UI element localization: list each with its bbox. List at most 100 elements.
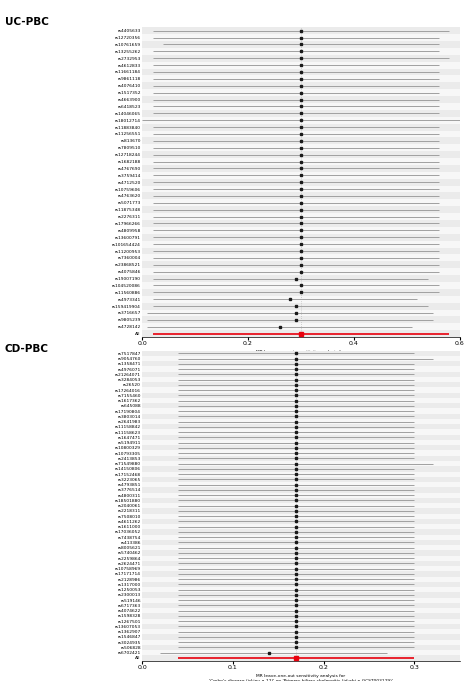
Bar: [142, 116, 460, 124]
Bar: [142, 82, 460, 89]
Bar: [142, 131, 460, 138]
Bar: [142, 434, 460, 440]
Bar: [142, 213, 460, 220]
Bar: [142, 227, 460, 234]
Bar: [142, 178, 460, 186]
Bar: [142, 255, 460, 262]
Bar: [142, 377, 460, 382]
Bar: [142, 323, 460, 330]
Bar: [142, 592, 460, 597]
Bar: [142, 398, 460, 403]
Bar: [142, 488, 460, 492]
Bar: [142, 645, 460, 650]
Bar: [142, 477, 460, 482]
Bar: [142, 524, 460, 529]
Bar: [142, 451, 460, 456]
Bar: [142, 54, 460, 62]
Bar: [142, 193, 460, 200]
Bar: [142, 366, 460, 372]
Bar: [142, 560, 460, 566]
Bar: [142, 317, 460, 323]
Bar: [142, 103, 460, 110]
Bar: [142, 200, 460, 206]
Bar: [142, 382, 460, 387]
Bar: [142, 456, 460, 461]
Bar: [142, 165, 460, 172]
Bar: [142, 124, 460, 131]
Bar: [142, 310, 460, 317]
Bar: [142, 566, 460, 571]
Bar: [142, 351, 460, 356]
Bar: [142, 372, 460, 377]
Bar: [142, 403, 460, 409]
X-axis label: MR leave-one-out sensitivity analysis for
'Crohn's disease (id:ieu-a-12)' on 'Pr: MR leave-one-out sensitivity analysis fo…: [209, 674, 393, 681]
Bar: [142, 330, 460, 337]
Bar: [142, 634, 460, 639]
Bar: [142, 597, 460, 603]
Bar: [142, 268, 460, 275]
Bar: [142, 138, 460, 144]
Bar: [142, 151, 460, 158]
Bar: [142, 144, 460, 151]
Text: UC-PBC: UC-PBC: [5, 17, 49, 27]
Bar: [142, 471, 460, 477]
Bar: [142, 603, 460, 608]
X-axis label: MR leave-one-out sensitivity analysis for
'Ulcerative colitis (id:ieu-a-972)' on: MR leave-one-out sensitivity analysis fo…: [207, 351, 395, 359]
Bar: [142, 430, 460, 434]
Bar: [142, 419, 460, 424]
Bar: [142, 650, 460, 655]
Bar: [142, 618, 460, 624]
Bar: [142, 482, 460, 488]
Bar: [142, 76, 460, 82]
Bar: [142, 519, 460, 524]
Bar: [142, 240, 460, 248]
Bar: [142, 582, 460, 587]
Bar: [142, 414, 460, 419]
Bar: [142, 89, 460, 96]
Bar: [142, 529, 460, 535]
Bar: [142, 550, 460, 556]
Bar: [142, 356, 460, 361]
Bar: [142, 282, 460, 289]
Bar: [142, 289, 460, 296]
Bar: [142, 409, 460, 414]
Bar: [142, 361, 460, 366]
Bar: [142, 513, 460, 519]
Bar: [142, 69, 460, 76]
Bar: [142, 302, 460, 310]
Bar: [142, 186, 460, 193]
Bar: [142, 296, 460, 302]
Bar: [142, 62, 460, 69]
Bar: [142, 387, 460, 393]
Bar: [142, 275, 460, 282]
Bar: [142, 220, 460, 227]
Bar: [142, 34, 460, 41]
Bar: [142, 608, 460, 614]
Bar: [142, 571, 460, 577]
Bar: [142, 445, 460, 451]
Bar: [142, 503, 460, 508]
Bar: [142, 262, 460, 268]
Bar: [142, 587, 460, 592]
Bar: [142, 466, 460, 471]
Bar: [142, 461, 460, 466]
Bar: [142, 27, 460, 34]
Bar: [142, 629, 460, 634]
Bar: [142, 172, 460, 178]
Bar: [142, 498, 460, 503]
Bar: [142, 110, 460, 116]
Bar: [142, 577, 460, 582]
Bar: [142, 556, 460, 560]
Bar: [142, 393, 460, 398]
Bar: [142, 535, 460, 540]
Bar: [142, 424, 460, 430]
Bar: [142, 655, 460, 661]
Bar: [142, 492, 460, 498]
Bar: [142, 440, 460, 445]
Text: CD-PBC: CD-PBC: [5, 344, 49, 354]
Bar: [142, 96, 460, 103]
Bar: [142, 639, 460, 645]
Bar: [142, 540, 460, 545]
Bar: [142, 248, 460, 255]
Bar: [142, 624, 460, 629]
